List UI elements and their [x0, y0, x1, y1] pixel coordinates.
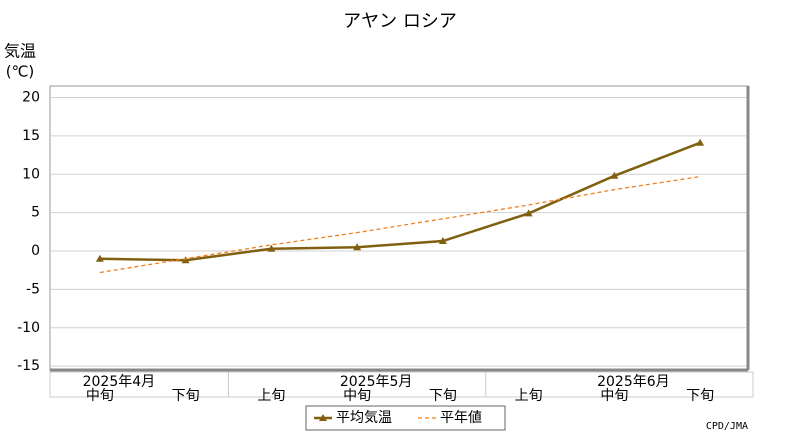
plot-area	[49, 85, 749, 371]
data-point	[524, 209, 533, 217]
data-point	[181, 256, 190, 264]
data-point	[438, 237, 447, 245]
month-label: 2025年4月	[83, 374, 156, 390]
x-tick-label: 上旬	[257, 388, 285, 404]
x-tick-label: 下旬	[429, 388, 457, 404]
y-tick-label: -5	[26, 281, 40, 297]
y-tick-label: -15	[17, 358, 40, 374]
x-tick-label: 下旬	[686, 388, 714, 404]
data-point	[267, 244, 276, 252]
series-line	[99, 175, 701, 274]
x-tick-label: 中旬	[600, 388, 628, 404]
y-tick-label: 20	[22, 90, 40, 106]
month-label: 2025年5月	[340, 374, 413, 390]
y-axis-label: (℃)	[6, 63, 35, 81]
data-point	[610, 171, 619, 179]
y-tick-label: -10	[17, 320, 40, 336]
data-point	[696, 138, 705, 146]
x-tick-label: 中旬	[343, 388, 371, 404]
x-tick-label: 中旬	[86, 388, 114, 404]
y-tick-label: 5	[31, 205, 40, 221]
legend-label: 平均気温	[336, 410, 392, 426]
x-tick-label: 下旬	[172, 388, 200, 404]
chart-title: アヤン ロシア	[343, 11, 457, 32]
series-line	[99, 141, 701, 262]
legend-label: 平年値	[440, 410, 482, 426]
y-axis-label: 気温	[4, 42, 36, 61]
x-tick-label: 上旬	[515, 388, 543, 404]
legend-marker	[319, 414, 327, 421]
y-tick-label: 0	[31, 243, 40, 259]
legend	[305, 405, 506, 431]
data-point	[353, 243, 362, 251]
data-point	[95, 254, 104, 262]
month-label: 2025年6月	[597, 374, 670, 390]
x-axis-area	[49, 371, 754, 398]
y-tick-label: 10	[22, 166, 40, 182]
y-tick-label: 15	[22, 128, 40, 144]
source: CPD/JMA	[706, 421, 748, 432]
